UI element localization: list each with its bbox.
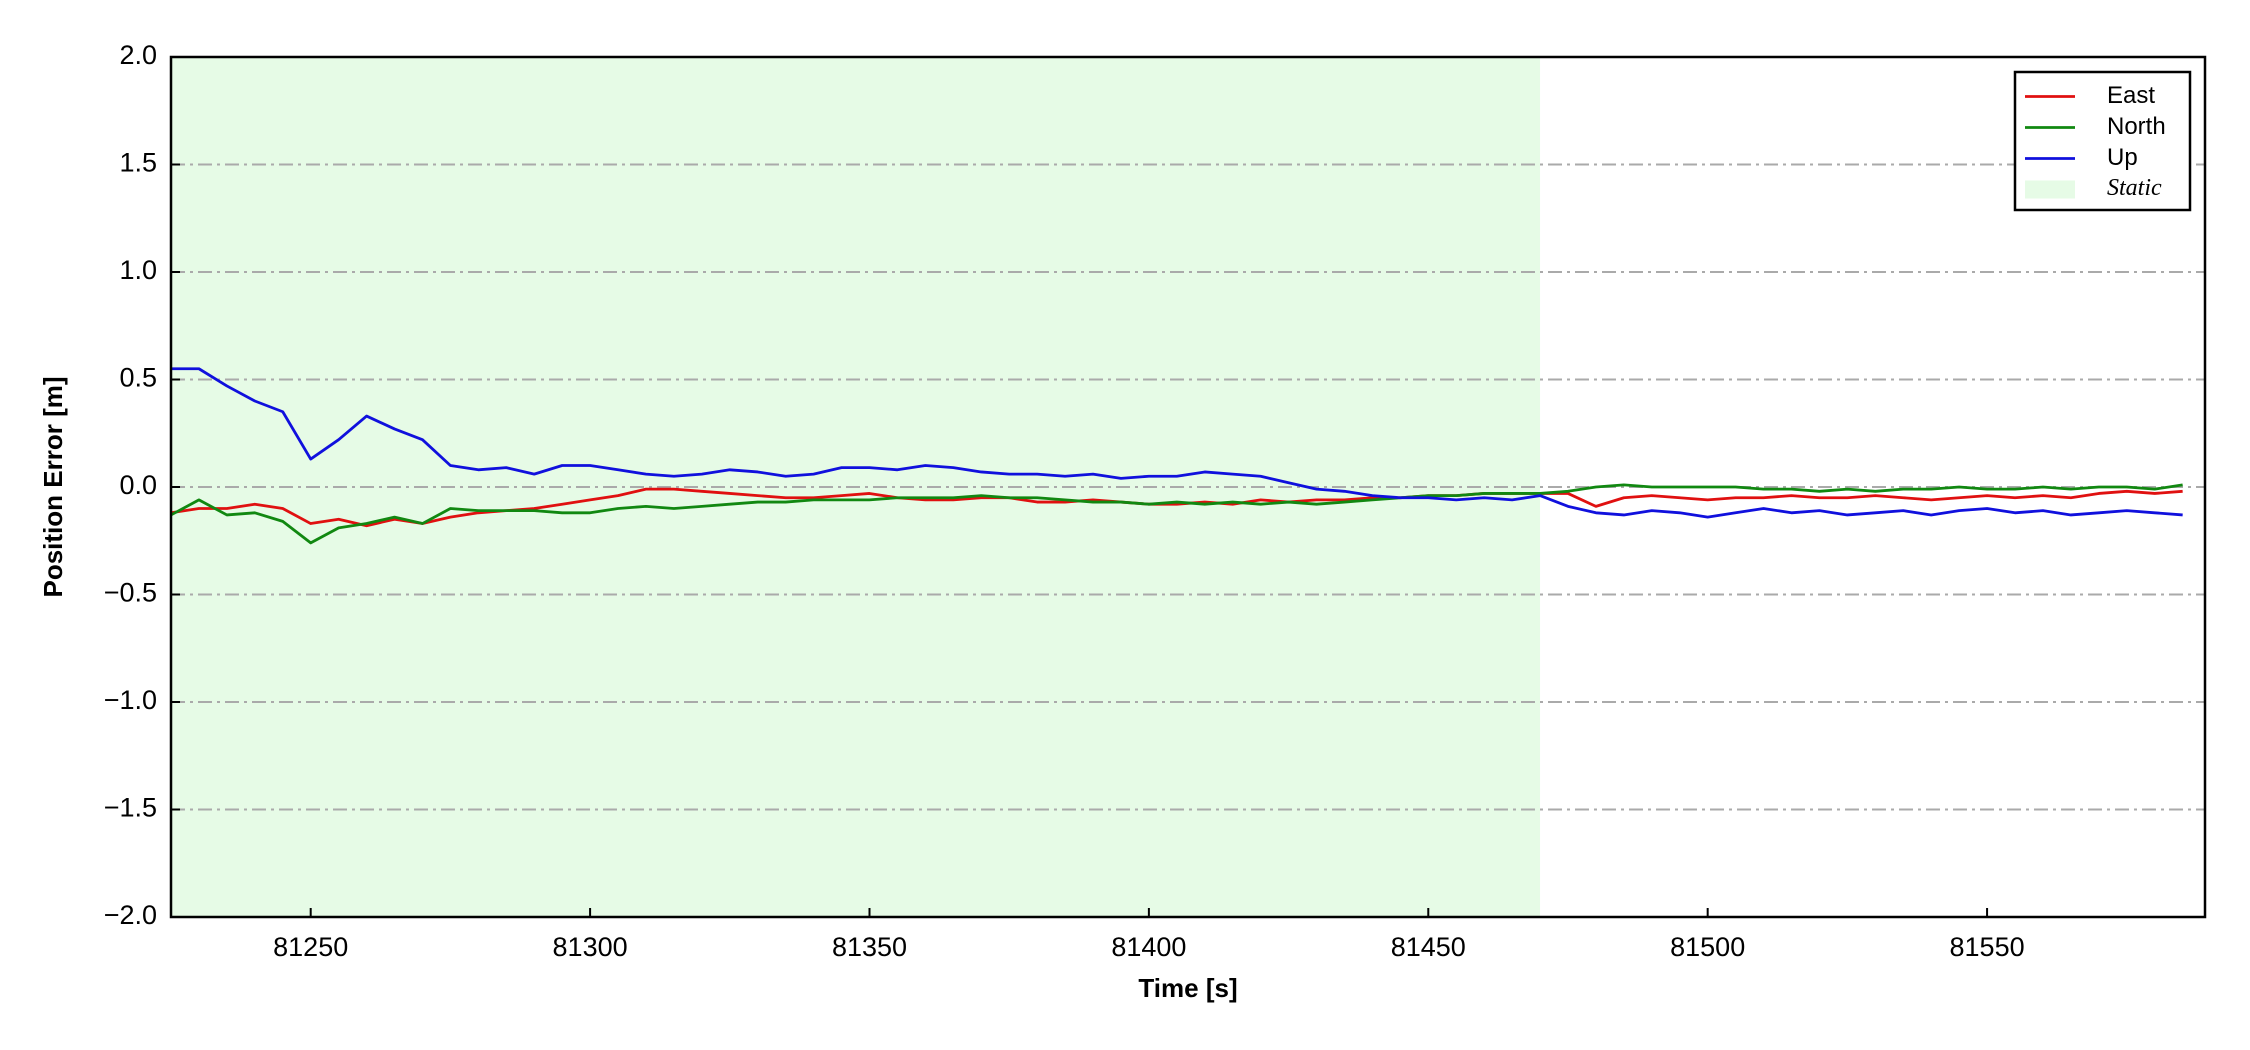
x-tick-label: 81400 (1111, 932, 1186, 962)
legend-label: North (2107, 113, 2166, 140)
plot-frame (169, 55, 2207, 919)
series-line (171, 483, 2183, 545)
y-tick-label: 1.5 (119, 148, 157, 178)
y-tick-label: −1.5 (104, 793, 157, 823)
y-tick-label: −2.0 (104, 900, 157, 930)
y-tick-label: 1.0 (119, 255, 157, 285)
x-tick-label: 81350 (832, 932, 907, 962)
y-tick-label: −0.5 (104, 578, 157, 608)
x-tick-label: 81250 (273, 932, 348, 962)
series-line (171, 367, 2183, 519)
x-tick-label: 81550 (1950, 932, 2025, 962)
legend-label: Up (2107, 144, 2138, 171)
legend-swatch (2025, 180, 2075, 199)
x-tick-label: 81450 (1391, 932, 1466, 962)
x-tick-label: 81300 (553, 932, 628, 962)
y-axis-label: Position Error [m] (38, 376, 68, 597)
x-axis-label: Time [s] (1138, 973, 1237, 1003)
legend-label: Static (2107, 175, 2162, 201)
y-tick-label: 0.0 (119, 470, 157, 500)
y-tick-label: −1.0 (104, 685, 157, 715)
legend-label: East (2107, 82, 2155, 109)
y-tick-label: 0.5 (119, 363, 157, 393)
x-tick-label: 81500 (1670, 932, 1745, 962)
y-tick-label: 2.0 (119, 40, 157, 70)
